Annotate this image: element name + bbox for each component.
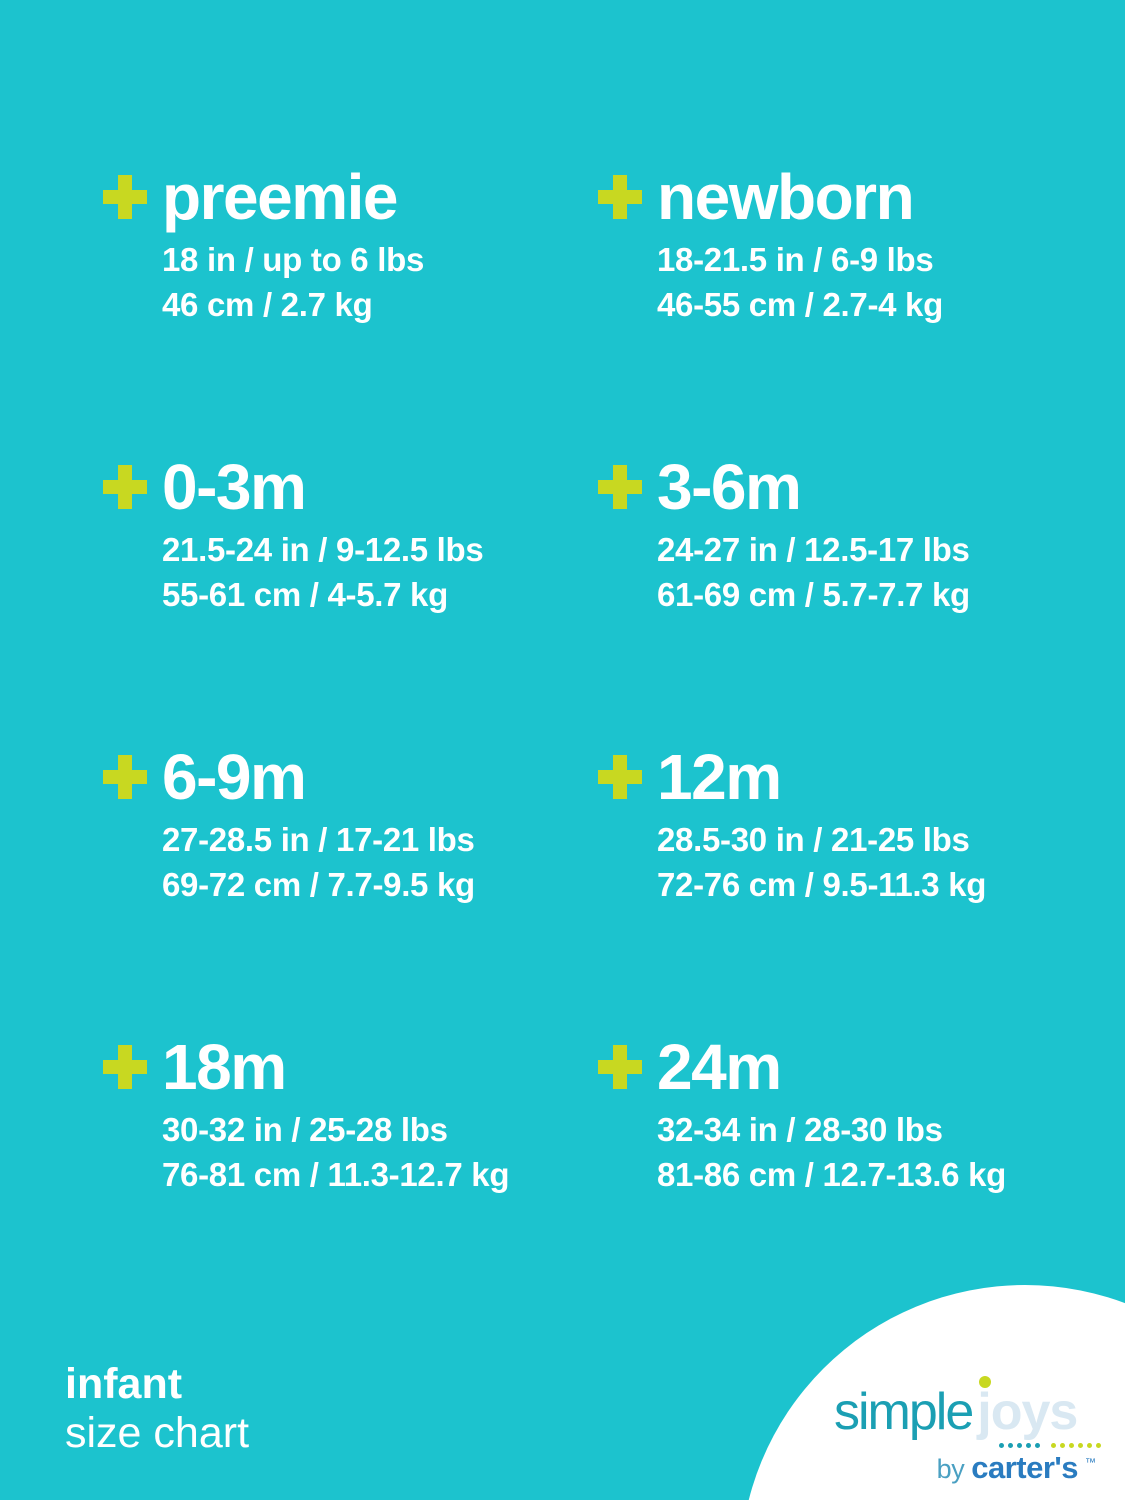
- size-imperial: 30-32 in / 25-28 lbs: [162, 1111, 448, 1148]
- dotted-underline-teal-icon: [999, 1443, 1041, 1448]
- plus-icon: [598, 1045, 642, 1089]
- size-name: 12m: [657, 741, 782, 813]
- trademark-symbol: ™: [1085, 1457, 1096, 1469]
- plus-icon: [598, 175, 642, 219]
- size-imperial: 27-28.5 in / 17-21 lbs: [162, 821, 475, 858]
- size-header: 0-3m: [103, 451, 598, 523]
- dotted-underline-yellow-icon: [1051, 1443, 1102, 1448]
- size-grid: preemie 18 in / up to 6 lbs 46 cm / 2.7 …: [103, 161, 1028, 1326]
- size-header: newborn: [598, 161, 1028, 233]
- size-metric: 46 cm / 2.7 kg: [162, 286, 373, 323]
- plus-icon: [598, 465, 642, 509]
- brand-logo: simple joys by carter's ™: [834, 1376, 1102, 1486]
- size-name: newborn: [657, 161, 915, 233]
- footer-label: size chart: [65, 1409, 250, 1457]
- size-entry-12m: 12m 28.5-30 in / 21-25 lbs 72-76 cm / 9.…: [598, 741, 1028, 1036]
- logo-wordmark: simple joys: [834, 1376, 1102, 1448]
- size-metric: 72-76 cm / 9.5-11.3 kg: [657, 866, 987, 903]
- size-metric: 76-81 cm / 11.3-12.7 kg: [162, 1156, 510, 1193]
- logo-joys-group: joys: [977, 1376, 1102, 1448]
- plus-icon: [103, 465, 147, 509]
- size-imperial: 21.5-24 in / 9-12.5 lbs: [162, 531, 484, 568]
- size-entry-0-3m: 0-3m 21.5-24 in / 9-12.5 lbs 55-61 cm / …: [103, 451, 598, 746]
- size-entry-newborn: newborn 18-21.5 in / 6-9 lbs 46-55 cm / …: [598, 161, 1028, 456]
- plus-icon: [103, 1045, 147, 1089]
- size-imperial: 18-21.5 in / 6-9 lbs: [657, 241, 934, 278]
- size-imperial: 32-34 in / 28-30 lbs: [657, 1111, 943, 1148]
- size-name: preemie: [162, 161, 398, 233]
- size-entry-24m: 24m 32-34 in / 28-30 lbs 81-86 cm / 12.7…: [598, 1031, 1028, 1326]
- size-header: preemie: [103, 161, 598, 233]
- size-metric: 55-61 cm / 4-5.7 kg: [162, 576, 448, 613]
- size-name: 18m: [162, 1031, 287, 1103]
- size-metric: 46-55 cm / 2.7-4 kg: [657, 286, 943, 323]
- size-name: 0-3m: [162, 451, 307, 523]
- brand-circle: simple joys by carter's ™: [740, 1285, 1125, 1500]
- logo-carters-text: carter's: [971, 1450, 1078, 1485]
- size-metric: 61-69 cm / 5.7-7.7 kg: [657, 576, 970, 613]
- chart-caption: infant size chart: [65, 1360, 249, 1458]
- plus-icon: [598, 755, 642, 799]
- size-entry-18m: 18m 30-32 in / 25-28 lbs 76-81 cm / 11.3…: [103, 1031, 598, 1326]
- size-imperial: 18 in / up to 6 lbs: [162, 241, 425, 278]
- size-entry-preemie: preemie 18 in / up to 6 lbs 46 cm / 2.7 …: [103, 161, 598, 456]
- size-metric: 81-86 cm / 12.7-13.6 kg: [657, 1156, 1006, 1193]
- size-header: 18m: [103, 1031, 598, 1103]
- plus-icon: [103, 175, 147, 219]
- logo-byline: by carter's ™: [834, 1450, 1096, 1486]
- size-header: 3-6m: [598, 451, 1028, 523]
- size-name: 6-9m: [162, 741, 307, 813]
- size-entry-6-9m: 6-9m 27-28.5 in / 17-21 lbs 69-72 cm / 7…: [103, 741, 598, 1036]
- plus-icon: [103, 755, 147, 799]
- footer-category: infant: [65, 1360, 183, 1408]
- size-header: 6-9m: [103, 741, 598, 813]
- logo-simple-text: simple: [834, 1383, 974, 1441]
- size-name: 24m: [657, 1031, 782, 1103]
- size-name: 3-6m: [657, 451, 802, 523]
- logo-by-text: by: [936, 1454, 965, 1484]
- size-header: 24m: [598, 1031, 1028, 1103]
- size-imperial: 24-27 in / 12.5-17 lbs: [657, 531, 970, 568]
- size-imperial: 28.5-30 in / 21-25 lbs: [657, 821, 970, 858]
- size-metric: 69-72 cm / 7.7-9.5 kg: [162, 866, 475, 903]
- size-header: 12m: [598, 741, 1028, 813]
- logo-joys-text: joys: [977, 1383, 1078, 1441]
- j-dot-icon: [979, 1376, 992, 1388]
- size-entry-3-6m: 3-6m 24-27 in / 12.5-17 lbs 61-69 cm / 5…: [598, 451, 1028, 746]
